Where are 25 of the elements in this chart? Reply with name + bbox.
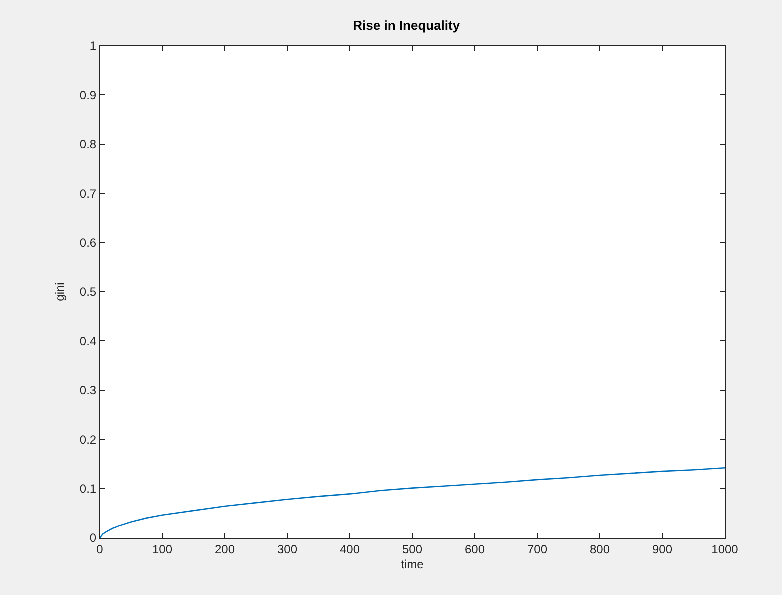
y-tick-label: 0.9 [80, 88, 97, 102]
y-axis-title: gini [53, 282, 68, 302]
y-tick-label: 0 [90, 531, 97, 546]
line-series [100, 467, 725, 538]
chart-title: Rise in Inequality [353, 18, 461, 33]
y-tick-label: 0.2 [80, 432, 97, 447]
x-tick-label: 100 [152, 542, 173, 556]
y-tick-label: 0.4 [80, 334, 97, 348]
x-tick-label: 1000 [712, 542, 739, 556]
x-tick-label: 300 [277, 542, 298, 556]
x-axis-title: time [401, 557, 424, 572]
y-tick-label: 0.5 [80, 285, 97, 300]
x-tick-label: 500 [402, 542, 423, 556]
x-tick-label: 700 [527, 542, 548, 556]
y-tick-label: 0.3 [80, 384, 97, 398]
x-tick-label: 600 [464, 542, 486, 556]
y-tick-label: 0.6 [80, 236, 97, 250]
y-tick-label: 0.8 [80, 138, 97, 152]
y-tick-label: 0.7 [80, 186, 97, 201]
y-tick-label: 0.1 [80, 482, 97, 496]
y-tick-label: 1 [90, 39, 97, 54]
x-tick-label: 800 [590, 542, 610, 556]
x-tick-label: 400 [340, 542, 360, 556]
x-tick-label: 900 [652, 542, 673, 556]
x-tick-label: 200 [214, 542, 236, 556]
